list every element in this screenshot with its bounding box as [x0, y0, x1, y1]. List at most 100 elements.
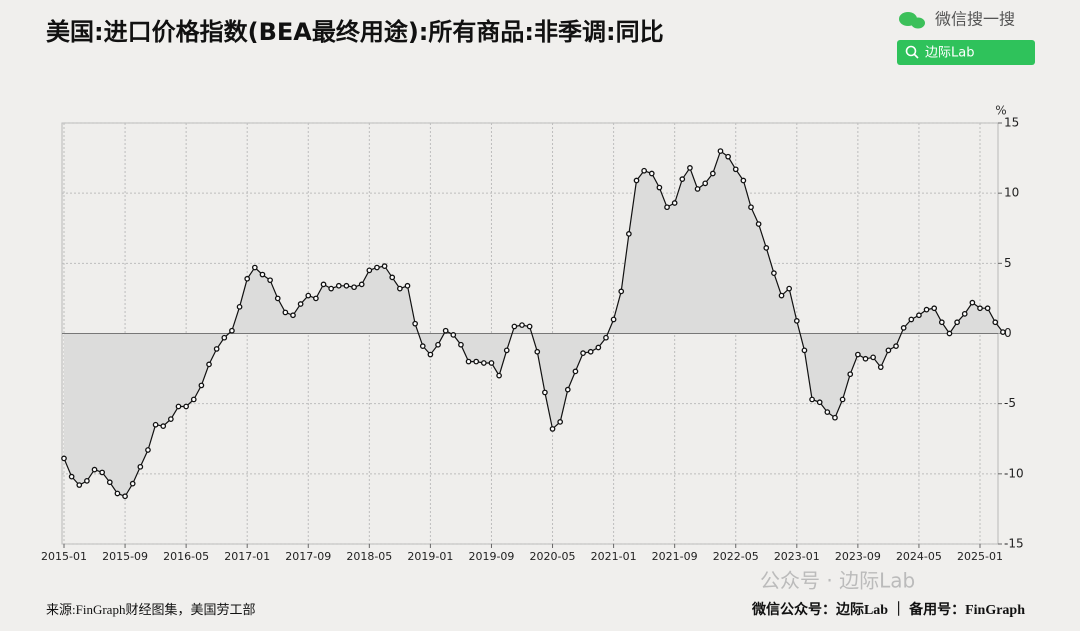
point: [381, 263, 388, 269]
search-icon: [905, 45, 917, 57]
x-tick-label: 2022-05: [713, 550, 759, 563]
x-tick-label: 2023-09: [835, 550, 881, 563]
point: [190, 396, 197, 403]
point: [206, 361, 212, 368]
point: [885, 347, 892, 354]
point: [931, 305, 938, 312]
point: [84, 477, 90, 484]
point: [168, 416, 174, 422]
point: [267, 277, 273, 284]
point: [923, 306, 930, 313]
point: [526, 323, 533, 330]
y-unit: %: [995, 104, 1006, 118]
line: [63, 150, 1004, 498]
point: [877, 364, 884, 371]
point: [862, 355, 869, 362]
point: [542, 389, 548, 396]
y-tick-label: -15: [1004, 537, 1024, 551]
point: [908, 316, 915, 323]
y-tick-label: 15: [1004, 116, 1019, 130]
search-button-label[interactable]: 边际Lab: [925, 46, 974, 61]
point: [977, 305, 983, 312]
x-tick-label: 2024-05: [896, 550, 942, 563]
point: [129, 480, 136, 487]
chart-title: 美国:进口价格指数(BEA最终用途):所有商品:非季调:同比: [46, 18, 664, 46]
footer: 微信公众号：边际Lab ｜ 备用号：FinGraph: [751, 601, 1025, 618]
point: [557, 419, 564, 425]
point: [824, 409, 831, 415]
point: [679, 176, 686, 182]
point: [748, 204, 754, 211]
point: [900, 325, 907, 331]
point: [145, 447, 151, 453]
point: [137, 463, 144, 470]
point: [297, 301, 304, 307]
point: [687, 165, 693, 171]
x-tick-label: 2025-01: [957, 550, 1003, 563]
point: [305, 292, 312, 299]
point: [152, 421, 159, 428]
point: [595, 344, 602, 351]
y-tick-label: -5: [1004, 396, 1016, 410]
point: [427, 351, 434, 358]
point: [236, 303, 243, 310]
point: [114, 490, 121, 497]
point: [221, 334, 228, 341]
point: [961, 311, 968, 317]
point: [91, 466, 98, 473]
point: [816, 399, 823, 406]
point: [282, 309, 289, 316]
point: [389, 274, 396, 281]
point: [694, 186, 701, 192]
point: [397, 285, 403, 292]
point: [954, 319, 960, 326]
point: [435, 341, 441, 348]
point: [160, 423, 167, 429]
plot: 15 10 5 0 -5 -10 -15 2015-01 2015-09 2016-05 2017-…: [41, 116, 1024, 564]
point: [572, 368, 579, 375]
point: [664, 204, 670, 211]
point: [671, 200, 678, 206]
point: [450, 332, 457, 338]
point: [549, 426, 556, 432]
point: [274, 295, 281, 302]
point: [465, 358, 472, 365]
x-tick-label: 2021-01: [591, 550, 637, 563]
point: [213, 346, 220, 352]
point: [778, 292, 785, 299]
x-tick-label: 2017-01: [224, 550, 270, 563]
point: [496, 372, 502, 379]
point: [603, 334, 609, 341]
point: [320, 281, 327, 288]
search-button[interactable]: [897, 40, 1035, 65]
point: [76, 482, 83, 488]
point: [717, 148, 724, 154]
point: [801, 347, 808, 354]
point: [969, 299, 976, 306]
point: [633, 177, 640, 184]
point: [343, 282, 350, 289]
point: [404, 282, 411, 289]
area-fill: [64, 151, 1003, 497]
point: [648, 170, 655, 177]
point: [519, 322, 525, 328]
point: [183, 403, 189, 410]
x-tick-label: 2015-01: [41, 550, 87, 563]
wechat-logo: [899, 12, 925, 29]
point: [480, 360, 487, 366]
search-label: 微信搜一搜: [935, 10, 1015, 29]
y-tick-label: 5: [1004, 256, 1012, 270]
point: [839, 396, 846, 403]
x-tick-label: 2017-09: [285, 550, 331, 563]
point: [916, 312, 922, 319]
point: [419, 343, 426, 349]
point: [61, 455, 67, 462]
point: [473, 358, 480, 365]
y-tick-label: -10: [1004, 466, 1024, 480]
point: [786, 285, 793, 292]
point: [763, 245, 770, 251]
x-tick-label: 2021-09: [652, 550, 698, 563]
point: [702, 180, 709, 187]
